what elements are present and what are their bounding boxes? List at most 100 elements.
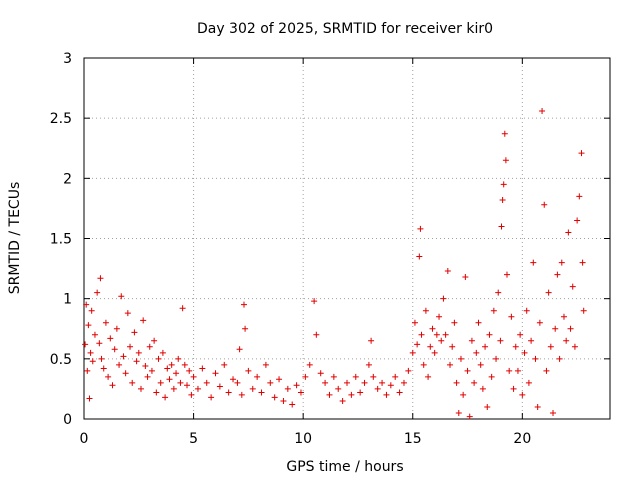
data-point — [370, 373, 377, 380]
data-point — [449, 343, 456, 350]
data-point — [490, 307, 497, 314]
data-point — [579, 259, 586, 266]
data-point — [547, 343, 554, 350]
x-tick-label: 10 — [294, 431, 312, 447]
data-point — [453, 379, 460, 386]
data-point — [488, 373, 495, 380]
data-point — [539, 107, 546, 114]
data-point — [565, 229, 572, 236]
data-point — [417, 225, 424, 232]
data-point — [543, 367, 550, 374]
data-point — [97, 275, 104, 282]
data-point — [118, 293, 125, 300]
data-point — [374, 385, 381, 392]
data-point — [127, 343, 134, 350]
data-point — [86, 395, 93, 402]
data-point — [574, 217, 581, 224]
data-point — [102, 319, 109, 326]
data-point — [89, 358, 96, 365]
data-point — [409, 349, 416, 356]
data-point — [499, 196, 506, 203]
data-point — [444, 267, 451, 274]
data-point — [545, 289, 552, 296]
data-point — [438, 337, 445, 344]
axis-ticks — [83, 57, 610, 420]
data-point — [495, 289, 502, 296]
data-point — [188, 391, 195, 398]
data-point — [236, 346, 243, 353]
data-point — [433, 331, 440, 338]
data-point — [525, 379, 532, 386]
data-point — [425, 373, 432, 380]
data-point — [297, 389, 304, 396]
data-point — [466, 413, 473, 420]
data-point — [383, 391, 390, 398]
data-point — [249, 385, 256, 392]
data-point — [482, 343, 489, 350]
data-point — [560, 313, 567, 320]
data-point — [530, 259, 537, 266]
data-point — [184, 382, 191, 389]
y-axis-label: SRMTID / TECUs — [7, 182, 23, 295]
y-tick-labels: 0 0.5 1 1.5 2 2.5 3 — [50, 51, 72, 428]
data-point — [468, 337, 475, 344]
data-point — [133, 358, 140, 365]
y-tick-label: 3 — [63, 51, 72, 67]
data-point — [335, 385, 342, 392]
plot-frame — [83, 57, 611, 420]
data-point — [84, 367, 91, 374]
data-point — [129, 379, 136, 386]
data-point — [422, 307, 429, 314]
data-point — [100, 365, 107, 372]
x-tick-label: 15 — [404, 431, 422, 447]
x-tick-label: 20 — [513, 431, 531, 447]
data-point — [563, 337, 570, 344]
data-point — [510, 385, 517, 392]
data-point — [348, 391, 355, 398]
data-point — [177, 379, 184, 386]
data-point — [508, 313, 515, 320]
x-tick-label: 0 — [80, 431, 89, 447]
data-point — [186, 367, 193, 374]
data-point — [203, 379, 210, 386]
data-point — [462, 274, 469, 281]
data-point — [311, 298, 318, 305]
data-point — [137, 385, 144, 392]
data-point — [322, 379, 329, 386]
data-point — [500, 181, 507, 188]
data-point — [554, 271, 561, 278]
data-point — [242, 325, 249, 332]
data-point — [541, 201, 548, 208]
y-tick-label: 0 — [63, 412, 72, 428]
data-point — [122, 370, 129, 377]
data-point — [190, 373, 197, 380]
data-point — [221, 361, 228, 368]
chart-title: Day 302 of 2025, SRMTID for receiver kir… — [197, 21, 493, 37]
data-point — [175, 355, 182, 362]
data-point — [142, 363, 149, 370]
data-point — [181, 361, 188, 368]
y-tick-label: 0.5 — [50, 352, 72, 368]
data-point — [159, 349, 166, 356]
data-point — [98, 355, 105, 362]
data-point — [502, 157, 509, 164]
data-point — [140, 317, 147, 324]
data-point — [455, 409, 462, 416]
grid-lines — [84, 58, 610, 419]
data-point — [460, 391, 467, 398]
data-point — [440, 295, 447, 302]
data-point — [447, 361, 454, 368]
data-point — [486, 331, 493, 338]
data-point — [148, 367, 155, 374]
data-point — [194, 385, 201, 392]
data-point — [396, 389, 403, 396]
data-point — [271, 394, 278, 401]
data-point — [352, 373, 359, 380]
data-point — [230, 376, 237, 383]
data-point — [523, 307, 530, 314]
data-point — [155, 355, 162, 362]
data-point — [157, 379, 164, 386]
data-point — [170, 385, 177, 392]
data-point — [429, 325, 436, 332]
data-point — [317, 370, 324, 377]
